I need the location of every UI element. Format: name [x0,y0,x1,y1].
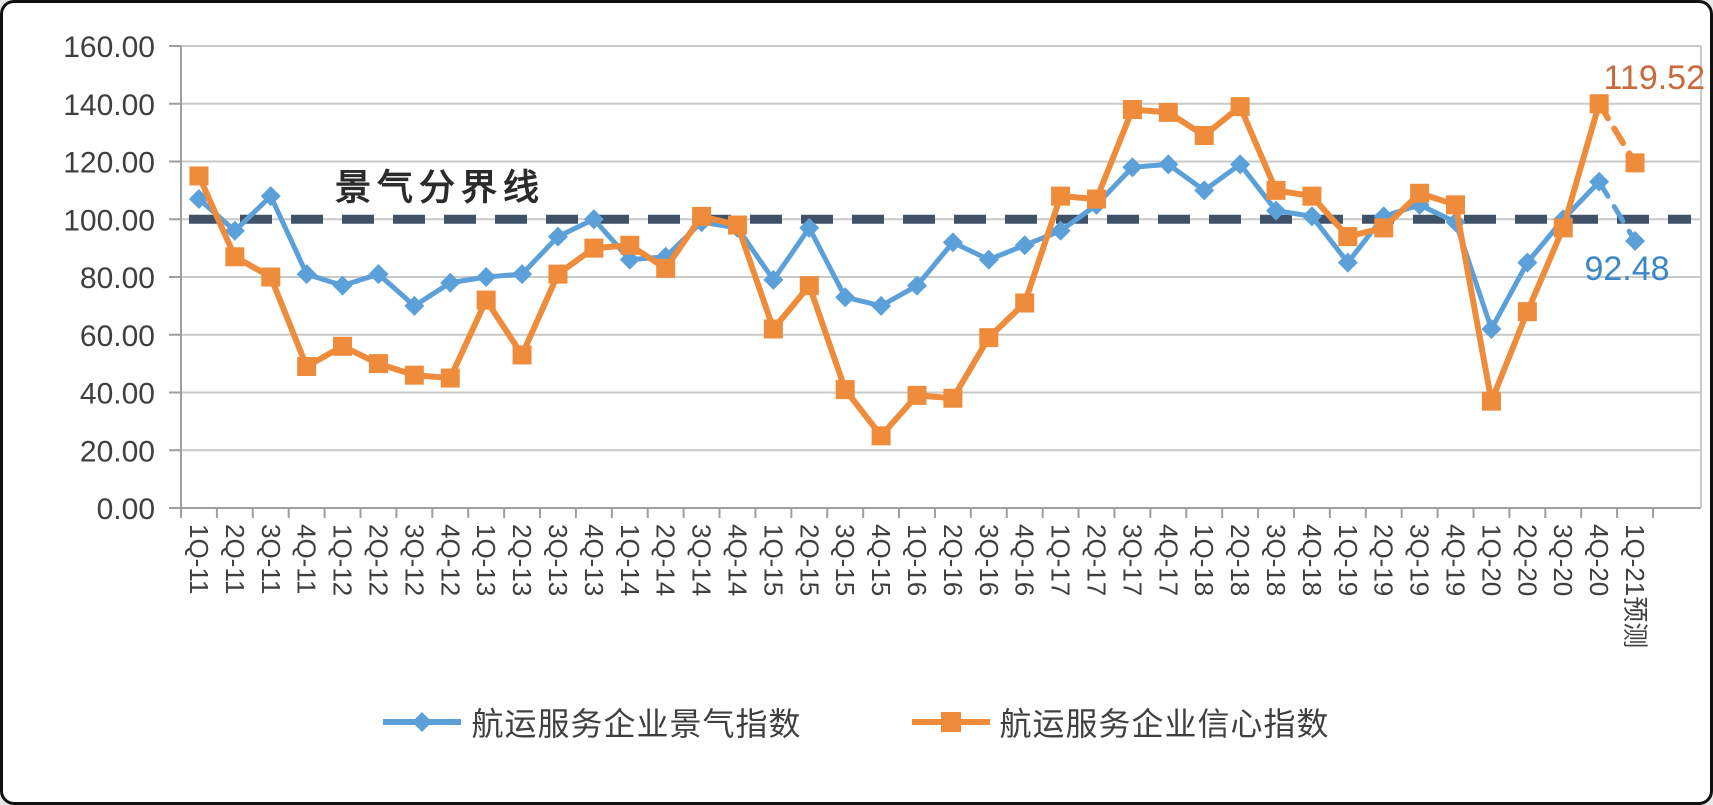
svg-text:3Q-12: 3Q-12 [399,524,429,596]
svg-text:100.00: 100.00 [63,204,155,237]
svg-text:3Q-14: 3Q-14 [687,524,717,596]
svg-text:3Q-19: 3Q-19 [1405,524,1435,596]
svg-text:1Q-15: 1Q-15 [758,524,788,596]
legend-marker-square-icon [911,709,990,735]
svg-text:4Q-20: 4Q-20 [1584,524,1614,596]
svg-text:2Q-17: 2Q-17 [1082,524,1112,596]
svg-text:1Q-14: 1Q-14 [615,524,645,596]
svg-text:1Q-20: 1Q-20 [1476,524,1506,596]
chart-legend: 航运服务企业景气指数 航运服务企业信心指数 [3,699,1710,745]
y-axis-ticks [169,45,181,509]
svg-text:1Q-19: 1Q-19 [1333,524,1363,596]
svg-text:4Q-15: 4Q-15 [866,524,896,596]
svg-text:140.00: 140.00 [63,89,155,122]
legend-label-confidence-index: 航运服务企业信心指数 [999,706,1330,742]
svg-text:1Q-12: 1Q-12 [328,524,358,596]
svg-text:2Q-19: 2Q-19 [1369,524,1399,596]
svg-text:3Q-20: 3Q-20 [1548,524,1578,596]
svg-text:2Q-11: 2Q-11 [220,524,250,594]
svg-text:4Q-11: 4Q-11 [292,524,322,594]
svg-text:40.00: 40.00 [80,378,155,411]
svg-text:4Q-18: 4Q-18 [1297,524,1327,596]
svg-text:1Q-16: 1Q-16 [902,524,932,596]
annotation-confidence-forecast: 119.52 [1604,59,1705,97]
reference-line-label: 景气分界线 [335,166,545,207]
svg-text:4Q-17: 4Q-17 [1153,524,1183,596]
legend-marker-diamond-icon [383,709,462,735]
svg-text:160.00: 160.00 [63,31,155,64]
svg-text:4Q-13: 4Q-13 [579,524,609,596]
svg-text:3Q-17: 3Q-17 [1117,524,1147,596]
svg-text:0.00: 0.00 [97,493,155,526]
series-prosperity-index [188,154,1646,339]
svg-text:4Q-19: 4Q-19 [1441,524,1471,596]
series-confidence-index [189,94,1645,446]
svg-text:80.00: 80.00 [80,262,155,295]
legend-label-prosperity-index: 航运服务企业景气指数 [471,706,802,742]
x-axis-ticks [180,508,1654,518]
svg-text:3Q-16: 3Q-16 [974,524,1004,596]
svg-text:2Q-14: 2Q-14 [651,524,681,596]
annotation-prosperity-forecast: 92.48 [1584,250,1669,288]
legend-item-prosperity-index: 航运服务企业景气指数 [383,699,801,745]
legend-item-confidence-index: 航运服务企业信心指数 [911,699,1330,745]
svg-text:2Q-18: 2Q-18 [1225,524,1255,596]
svg-text:2Q-12: 2Q-12 [363,524,393,596]
svg-text:120.00: 120.00 [63,147,155,180]
svg-text:20.00: 20.00 [80,435,155,468]
svg-text:3Q-13: 3Q-13 [543,524,573,596]
svg-text:1Q-21预测: 1Q-21预测 [1620,524,1650,648]
svg-text:4Q-16: 4Q-16 [1010,524,1040,596]
y-gridlines [181,45,1701,509]
y-axis-labels: 0.00 20.00 40.00 60.00 80.00 100.00 120.00 140.… [63,31,155,526]
svg-text:3Q-15: 3Q-15 [830,524,860,596]
svg-text:3Q-11: 3Q-11 [256,524,286,594]
svg-text:1Q-18: 1Q-18 [1189,524,1219,596]
svg-text:1Q-13: 1Q-13 [471,524,501,596]
svg-text:3Q-18: 3Q-18 [1261,524,1291,596]
svg-text:60.00: 60.00 [80,320,155,353]
svg-text:4Q-14: 4Q-14 [722,524,752,596]
svg-text:2Q-20: 2Q-20 [1512,524,1542,596]
svg-text:2Q-15: 2Q-15 [794,524,824,596]
x-axis-labels: 1Q-11 2Q-11 3Q-11 4Q-11 1Q-12 2Q-12 3Q-12 4Q-12… [184,524,1650,648]
svg-text:1Q-17: 1Q-17 [1046,524,1076,596]
svg-text:2Q-16: 2Q-16 [938,524,968,596]
svg-text:2Q-13: 2Q-13 [507,524,537,596]
shipping-index-line-chart: 0.00 20.00 40.00 60.00 80.00 100.00 120.00 140.… [63,31,1705,648]
svg-text:1Q-11: 1Q-11 [184,524,214,594]
svg-text:4Q-12: 4Q-12 [435,524,465,596]
